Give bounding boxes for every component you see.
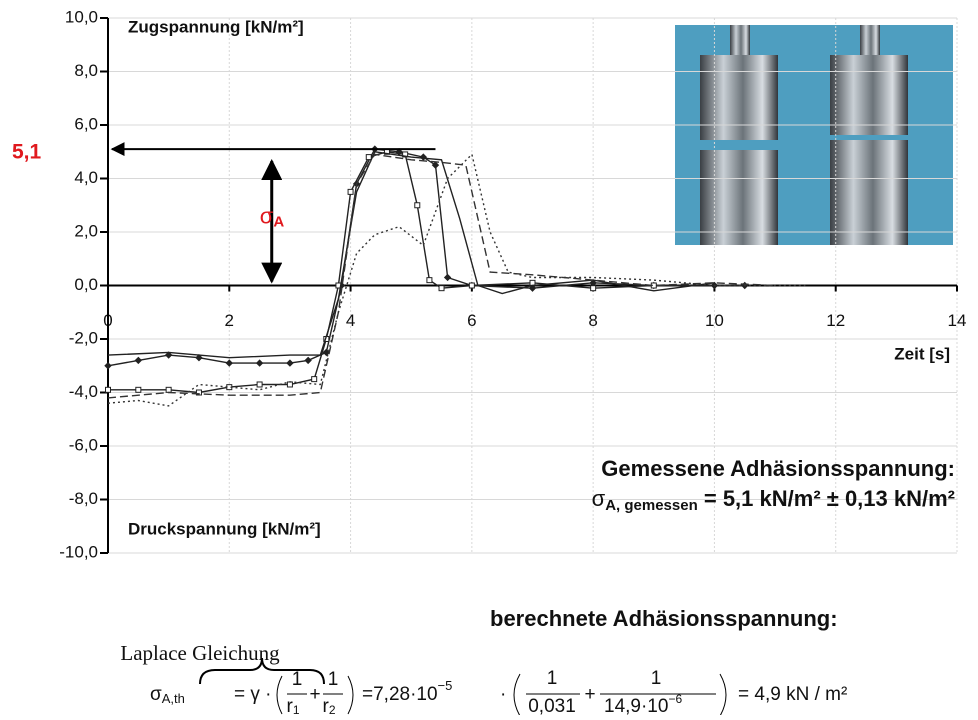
num: 1 <box>651 668 662 689</box>
num: 1 <box>328 669 339 690</box>
y-tick-label: -10,0 <box>59 542 98 561</box>
marker <box>365 154 372 161</box>
paren <box>347 675 354 715</box>
plus: + <box>309 684 320 705</box>
marker <box>414 202 421 209</box>
den-text: 14,9·10 <box>604 696 668 715</box>
subscript: A, gemessen <box>605 497 698 514</box>
marker <box>195 389 202 396</box>
y-tick-label: -2,0 <box>69 328 98 347</box>
marker <box>286 381 293 388</box>
y-tick-label: 0,0 <box>74 275 98 294</box>
marker <box>286 359 294 367</box>
marker <box>195 354 203 362</box>
paren <box>513 673 521 717</box>
y-tick-label: -8,0 <box>69 489 98 508</box>
series-line <box>107 151 715 359</box>
y-tick-label: 8,0 <box>74 61 98 80</box>
marker <box>468 282 475 289</box>
formula: σA,th = γ · 1 r1 + 1 r2 =7,28·10−5 · 1 0… <box>150 668 847 717</box>
measured-title: Gemessene Adhäsionsspannung: <box>601 456 955 481</box>
plot: 0246810121410,08,06,04,02,00,0-2,0-4,0-6… <box>12 7 966 561</box>
symbol: σ <box>150 684 162 705</box>
subscript: A,th <box>162 691 185 706</box>
symbol: σ <box>592 486 606 511</box>
x-tick-label: 6 <box>467 311 476 330</box>
laplace-label: Laplace Gleichung <box>120 641 280 665</box>
photo <box>675 25 953 245</box>
y-tick-label: 2,0 <box>74 221 98 240</box>
subscript: 2 <box>329 703 336 715</box>
paren <box>719 673 727 717</box>
y-tick-label: -6,0 <box>69 435 98 454</box>
x-tick-label: 10 <box>705 311 724 330</box>
den: 14,9·10−6 <box>604 692 682 715</box>
marker <box>590 285 597 292</box>
den: r1 <box>286 696 299 715</box>
marker <box>165 386 172 393</box>
calc-title: berechnete Adhäsionsspannung: <box>490 606 838 631</box>
y-tick-label: 10,0 <box>65 7 98 26</box>
marker <box>134 356 143 365</box>
result: = 4,9 kN / m² <box>738 684 847 705</box>
marker <box>431 161 440 169</box>
brace <box>199 657 325 685</box>
subscript: A <box>273 213 284 230</box>
y-tick-label: -4,0 <box>69 382 98 401</box>
y-tick-label: 6,0 <box>74 114 98 133</box>
marker <box>104 362 112 370</box>
den: r2 <box>322 696 335 715</box>
marker <box>311 376 318 383</box>
x-tick-label: 14 <box>948 311 967 330</box>
plus: + <box>584 684 595 705</box>
marker <box>135 386 142 393</box>
paren <box>276 675 283 715</box>
superscript: −5 <box>438 678 453 693</box>
superscript: −6 <box>668 692 682 706</box>
den: 0,031 <box>528 696 576 715</box>
text: =7,28·10 <box>362 684 438 705</box>
value: = 5,1 kN/m² ± 0,13 kN/m² <box>698 486 955 511</box>
den-text: r <box>286 696 293 715</box>
num: 1 <box>292 669 303 690</box>
level-label: 5,1 <box>12 141 42 164</box>
den-text: r <box>322 696 329 715</box>
symbol: σ <box>260 203 274 228</box>
dot: · <box>500 684 506 705</box>
marker <box>256 381 263 388</box>
x-tick-label: 8 <box>588 311 597 330</box>
marker <box>164 351 173 359</box>
marker <box>304 356 312 365</box>
y-label-bottom: Druckspannung [kN/m²] <box>128 519 321 538</box>
marker <box>255 359 264 367</box>
eq1: = γ · <box>234 684 271 705</box>
marker <box>438 285 445 292</box>
measured-value: σA, gemessen = 5,1 kN/m² ± 0,13 kN/m² <box>592 486 955 514</box>
marker <box>443 273 452 282</box>
x-tick-label: 12 <box>826 311 845 330</box>
marker <box>105 386 111 393</box>
y-label-top: Zugspannung [kN/m²] <box>128 17 304 36</box>
subscript: 1 <box>293 703 300 715</box>
num: 1 <box>547 668 558 689</box>
x-label: Zeit [s] <box>894 344 950 363</box>
lhs: σA,th <box>150 684 185 706</box>
series-line <box>107 153 776 399</box>
y-tick-label: 4,0 <box>74 168 98 187</box>
marker <box>529 279 536 286</box>
marker <box>426 277 433 284</box>
x-tick-label: 2 <box>225 311 234 330</box>
marker <box>528 284 537 292</box>
eq2: =7,28·10−5 <box>362 678 452 705</box>
marker <box>347 188 354 195</box>
sigma-label: σA <box>260 203 285 230</box>
marker <box>225 359 233 367</box>
x-tick-label: 4 <box>346 311 355 330</box>
